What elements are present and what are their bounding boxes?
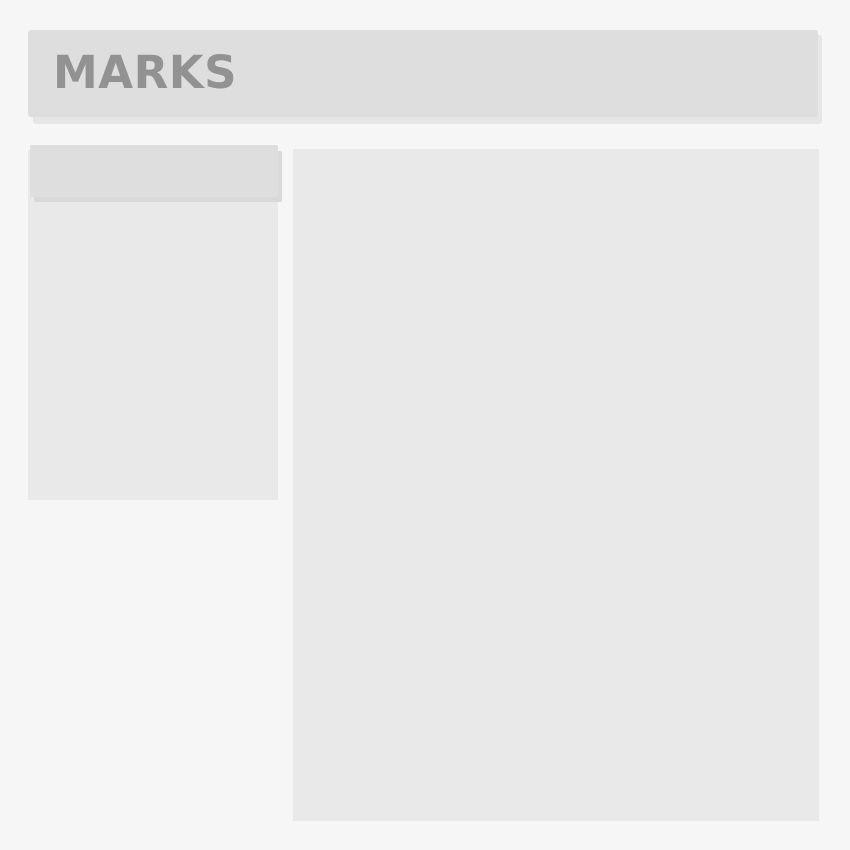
main-content-panel — [293, 149, 819, 821]
header-bar: MARKS — [28, 30, 818, 117]
sidebar-header[interactable] — [30, 145, 278, 197]
sidebar-panel — [28, 150, 278, 500]
page-title: MARKS — [53, 46, 238, 99]
